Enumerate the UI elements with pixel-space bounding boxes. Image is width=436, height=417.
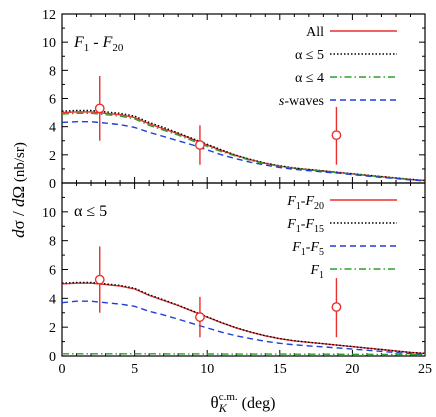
y-tick-label: 4 [49,292,56,307]
y-tick-label: 2 [49,321,56,336]
y-tick-label: 2 [49,149,56,164]
series-line [61,300,426,356]
x-tick-label: 5 [131,362,138,377]
legend-label: α ≤ 4 [295,71,324,86]
data-point [331,130,342,141]
series-line [61,112,426,182]
data-point [195,140,205,150]
legend-label: F1-F20 [286,194,324,212]
data-point [94,103,105,114]
legend-label: F1-F15 [286,217,324,235]
x-tick-label: 10 [200,362,214,377]
data-point [195,312,205,322]
legend-label: α ≤ 5 [295,48,324,63]
y-tick-label: 8 [49,235,56,250]
y-tick-label: 12 [42,8,56,23]
x-tick-label: 0 [59,362,66,377]
legend-label: F1-F5 [291,240,324,258]
y-tick-label: 10 [42,206,56,221]
data-point [331,302,342,312]
data-point [94,274,105,285]
bottom-panel: 0 2 4 6 8 10 0 5 10 15 20 25 F1-F20 F1-F15 F1-F5 F1 α ≤ … [42,182,432,377]
top-panel: 0 2 4 6 8 10 12 All α ≤ 5 α ≤ 4 s-waves F1 - F20 [42,8,426,192]
y-tick-label: 4 [49,121,56,136]
x-tick-label: 20 [345,362,359,377]
legend-label: s-waves [279,94,324,109]
y-tick-label: 6 [49,264,56,279]
series-line [61,282,426,355]
panel-label: α ≤ 5 [74,203,107,220]
y-tick-label: 10 [42,36,56,51]
series-line [61,120,426,182]
series-line [61,281,426,355]
series-line [61,109,426,182]
y-tick-label: 0 [49,350,56,365]
x-tick-label: 25 [418,362,432,377]
y-tick-label: 8 [49,64,56,79]
legend-label: F1 [309,263,324,281]
y-tick-label: 0 [49,177,56,192]
panel-label: F1 - F20 [73,34,124,54]
y-axis-label: dσ / dΩ (nb/sr) [9,142,28,238]
legend-label: All [306,25,324,40]
x-tick-label: 15 [273,362,287,377]
x-axis-label: θKc.m. (deg) [211,391,276,415]
y-tick-label: 6 [49,93,56,108]
series-line [62,353,426,356]
series-line [61,111,426,182]
